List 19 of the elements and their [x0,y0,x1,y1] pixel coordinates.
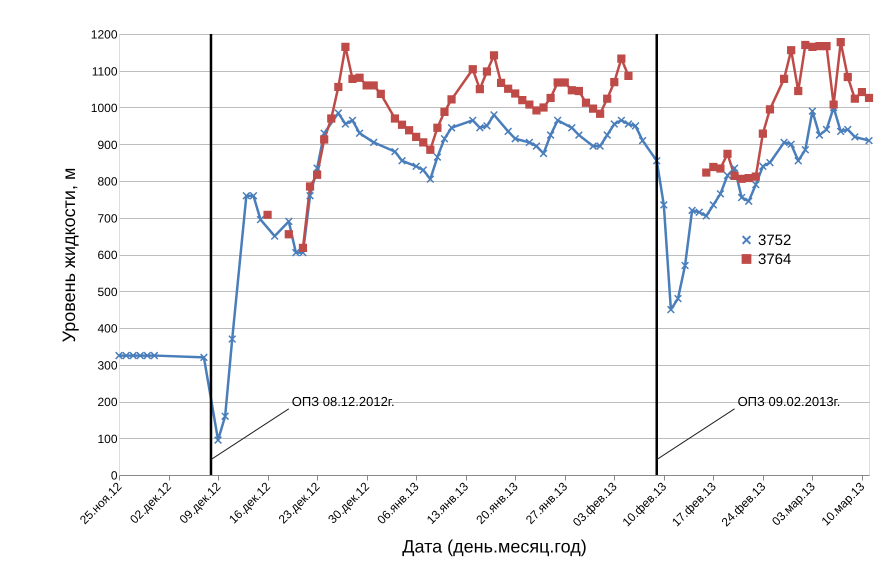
y-tick-label: 500 [97,284,118,299]
y-tick-label: 900 [97,138,118,152]
y-tick-label: 800 [97,174,118,188]
y-tick-label: 0 [110,468,118,482]
ref-line-label: ОПЗ 08.12.2012г. [292,394,395,409]
y-tick-label: 200 [97,395,118,409]
y-tick-label: 400 [97,322,118,336]
y-tick-label: 1000 [90,101,118,115]
y-tick-label: 1200 [90,28,118,42]
legend-label: 3764 [758,250,792,268]
y-axis-title: Уровень жидкости, м [58,168,79,342]
y-tick-label: 600 [97,248,118,262]
y-tick-label: 100 [97,432,118,446]
y-tick-label: 700 [97,211,118,226]
y-tick-label: 1100 [92,64,118,78]
ref-line-label: ОПЗ 09.02.2013г. [738,394,840,409]
x-axis-title: Дата (день.месяц.год) [402,536,587,557]
legend-label: 3752 [758,232,792,249]
y-tick-label: 300 [97,358,118,372]
